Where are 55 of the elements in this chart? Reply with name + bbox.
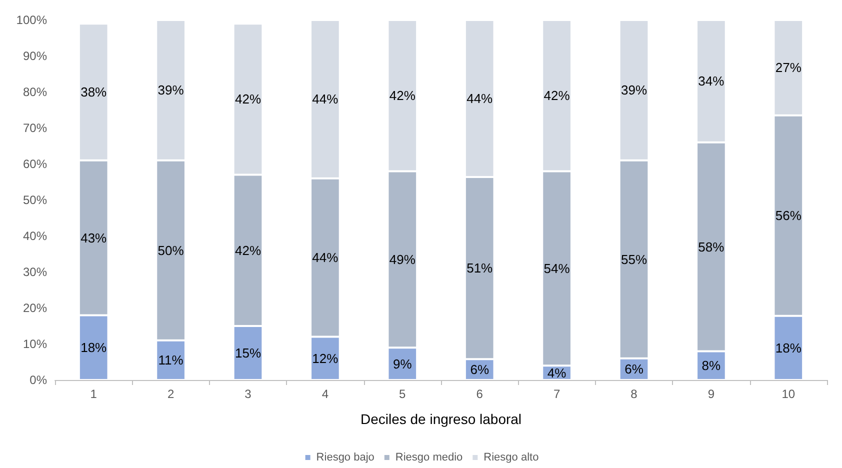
data-label: 42% <box>544 88 570 104</box>
data-label: 18% <box>775 340 802 356</box>
data-label: 15% <box>234 346 262 360</box>
data-label: 18% <box>80 340 108 356</box>
data-label: 4% <box>547 365 567 380</box>
x-tick-label: 9 <box>708 387 715 401</box>
data-label: 54% <box>544 260 570 276</box>
y-tick-label: 30% <box>22 265 48 279</box>
y-tick-label: 0% <box>30 373 48 387</box>
data-label: 44% <box>312 250 339 266</box>
y-tick-label: 70% <box>22 121 48 135</box>
legend-label: Riesgo bajo <box>316 452 374 464</box>
data-label: 42% <box>234 242 262 258</box>
x-tick-label: 4 <box>322 387 329 401</box>
data-label: 6% <box>470 362 490 378</box>
data-label: 8% <box>702 358 722 374</box>
x-tick-label: 3 <box>244 387 252 401</box>
legend-label: Riesgo alto <box>484 452 539 464</box>
data-label: 6% <box>624 362 644 377</box>
y-tick-label: 20% <box>22 301 48 315</box>
data-label: 42% <box>234 92 262 107</box>
data-label: 11% <box>158 352 184 368</box>
x-tick-label: 10 <box>782 387 796 401</box>
data-label: 50% <box>158 242 184 258</box>
data-label: 39% <box>158 82 184 98</box>
data-label: 44% <box>312 92 339 107</box>
x-axis-title: Deciles de ingreso laboral <box>360 411 522 427</box>
x-tick-label: 1 <box>90 387 98 401</box>
data-label: 44% <box>466 90 494 106</box>
y-tick-label: 100% <box>16 13 48 27</box>
y-tick-label: 90% <box>22 49 48 63</box>
y-tick-label: 80% <box>22 85 48 99</box>
x-tick-label: 2 <box>167 387 174 401</box>
data-label: 58% <box>698 239 725 254</box>
data-label: 34% <box>698 74 725 89</box>
data-label: 56% <box>775 208 802 224</box>
y-tick-label: 60% <box>22 157 48 171</box>
legend-label: Riesgo medio <box>395 452 463 464</box>
data-label: 9% <box>393 356 412 372</box>
data-label: 27% <box>775 60 802 76</box>
x-tick-label: 5 <box>399 387 406 401</box>
x-tick-label: 6 <box>476 387 484 401</box>
y-tick-label: 40% <box>22 229 48 243</box>
data-label: 12% <box>312 350 339 366</box>
data-label: 49% <box>389 252 416 267</box>
x-tick-label: 8 <box>630 387 638 401</box>
y-tick-label: 50% <box>22 193 48 207</box>
data-label: 55% <box>620 252 648 267</box>
data-label: 42% <box>389 88 416 104</box>
data-label: 51% <box>466 260 494 276</box>
data-label: 43% <box>80 230 108 246</box>
x-tick-label: 7 <box>553 387 560 401</box>
data-label: 38% <box>80 84 108 100</box>
data-label: 39% <box>620 82 648 98</box>
y-tick-label: 10% <box>22 337 48 351</box>
